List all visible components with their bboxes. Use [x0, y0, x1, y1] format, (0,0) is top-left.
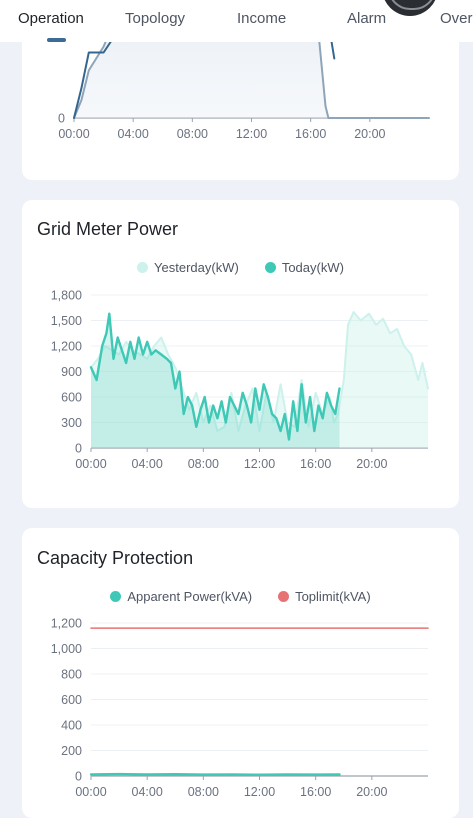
active-tab-indicator — [47, 38, 66, 42]
x-tick-label: 20:00 — [356, 457, 387, 471]
legend-dot-today — [264, 262, 276, 273]
x-tick-label: 12:00 — [244, 457, 275, 471]
x-tick-label: 04:00 — [132, 457, 163, 471]
x-tick-label: 20:00 — [356, 785, 387, 799]
y-tick-label: 400 — [61, 719, 82, 733]
y-tick-label: 0 — [58, 112, 65, 126]
y-tick-label: 0 — [75, 442, 82, 456]
x-tick-label: 00:00 — [75, 785, 106, 799]
x-tick-label: 20:00 — [354, 127, 385, 141]
legend-item-apparent-power[interactable]: Apparent Power(kVA) — [110, 589, 252, 604]
y-tick-label: 0 — [75, 770, 82, 784]
x-tick-label: 12:00 — [244, 785, 275, 799]
series-area-Today(kW) — [91, 313, 340, 448]
grid-meter-power-card: Grid Meter Power Yesterday(kW) Today(kW)… — [22, 200, 459, 508]
x-tick-label: 08:00 — [188, 457, 219, 471]
x-tick-label: 16:00 — [300, 785, 331, 799]
legend-dot-apparent-power — [110, 591, 122, 602]
tab-overview[interactable]: Over — [440, 10, 473, 27]
capacity-protection-title: Capacity Protection — [37, 548, 194, 568]
legend-item-today[interactable]: Today(kW) — [264, 260, 344, 275]
legend-item-toplimit[interactable]: Toplimit(kVA) — [278, 589, 371, 604]
tab-operation[interactable]: Operation — [18, 10, 84, 27]
y-tick-label: 800 — [61, 668, 82, 682]
legend-dot-toplimit — [278, 591, 290, 602]
legend-label-apparent-power: Apparent Power(kVA) — [127, 589, 253, 604]
x-tick-label: 04:00 — [118, 127, 149, 141]
tab-income[interactable]: Income — [237, 10, 287, 27]
capacity-protection-chart: 0 200 400 600 800 1,000 1,200 00:00 04:00 08:00 12… — [51, 617, 429, 799]
tab-topology[interactable]: Topology — [125, 10, 186, 27]
x-tick-label: 16:00 — [295, 127, 326, 141]
x-tick-label: 00:00 — [58, 127, 89, 141]
capacity-protection-card: Capacity Protection Apparent Power(kVA) … — [22, 528, 459, 818]
grid-meter-power-legend: Yesterday(kW) Today(kW) — [22, 260, 459, 275]
tab-alarm[interactable]: Alarm — [347, 10, 387, 27]
y-tick-label: 900 — [61, 365, 82, 379]
x-tick-label: 08:00 — [188, 785, 219, 799]
y-tick-label: 300 — [61, 416, 82, 430]
x-tick-label: 04:00 — [132, 785, 163, 799]
series-line-apparent-power-kva- — [89, 772, 341, 776]
y-tick-label: 1,200 — [51, 340, 82, 354]
legend-dot-yesterday — [137, 262, 149, 273]
grid-meter-power-title: Grid Meter Power — [37, 219, 179, 239]
series-area-Yesterday(kW) — [91, 312, 428, 448]
y-tick-label: 1,800 — [51, 289, 82, 303]
legend-label-today: Today(kW) — [281, 260, 344, 275]
y-tick-label: 1,000 — [51, 642, 82, 656]
x-tick-label: 00:00 — [75, 457, 106, 471]
y-tick-label: 1,200 — [51, 617, 82, 631]
x-tick-label: 16:00 — [300, 457, 331, 471]
x-tick-label: 12:00 — [236, 127, 267, 141]
legend-item-yesterday[interactable]: Yesterday(kW) — [137, 260, 239, 275]
legend-label-yesterday: Yesterday(kW) — [154, 260, 239, 275]
y-tick-label: 200 — [61, 744, 82, 758]
series-line-today-kw- — [89, 312, 341, 441]
series-line-today — [73, 0, 336, 119]
legend-label-toplimit: Toplimit(kVA) — [295, 589, 371, 604]
x-tick-label: 08:00 — [177, 127, 208, 141]
y-tick-label: 600 — [61, 693, 82, 707]
y-tick-label: 1,500 — [51, 314, 82, 328]
grid-meter-power-chart: 0 300 600 900 1,200 1,500 1,800 00:00 04:00 08:00… — [51, 289, 429, 471]
y-tick-label: 600 — [61, 391, 82, 405]
capacity-protection-legend: Apparent Power(kVA) Toplimit(kVA) — [22, 589, 459, 604]
